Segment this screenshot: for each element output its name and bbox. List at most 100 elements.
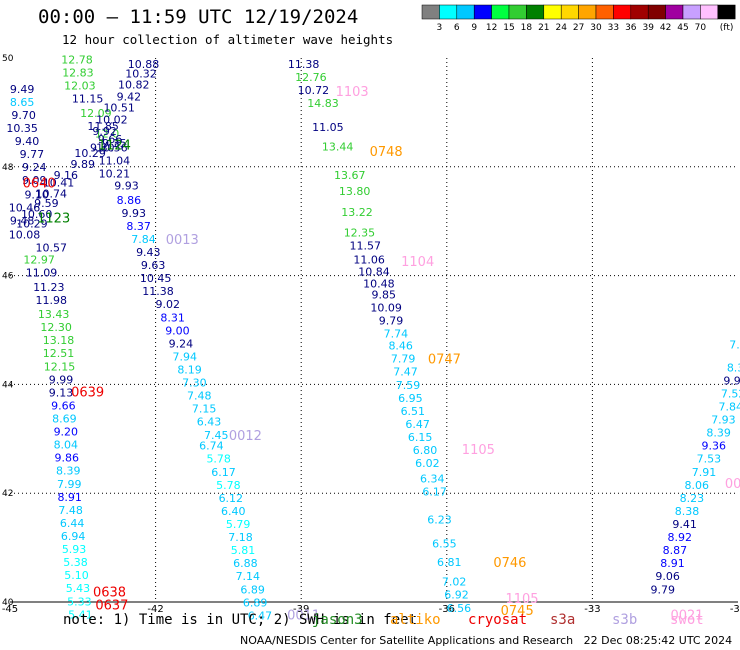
y-tick-label: 42 [2,489,13,499]
wave-height-label: 8.3 [727,361,740,374]
wave-height-label: 5.33 [67,595,92,608]
colorbar-label: 9 [471,23,477,33]
wave-height-label: 7.18 [228,531,253,544]
wave-height-label: 7.99 [57,478,82,491]
colorbar-label: 42 [660,23,671,33]
wave-height-label: 7.74 [384,328,409,341]
colorbar-label: 36 [625,23,637,33]
colorbar-swatch [665,4,684,20]
wave-height-label: 6.94 [61,530,86,543]
wave-height-label: 7.79 [391,353,416,366]
wave-height-label: 7.84 [718,401,740,414]
legend-sat-s3a: s3a [550,612,576,628]
wave-height-label: 13.22 [341,206,373,219]
pass-time-label: 0640 [23,176,56,191]
wave-height-label: 6.15 [408,431,433,444]
wave-height-label: 13.44 [322,140,354,153]
wave-height-label: 10.57 [36,242,68,255]
wave-height-label: 9.99 [49,373,74,386]
colorbar-label: 21 [538,23,549,33]
pass-time-label: 0012 [229,429,262,444]
wave-height-label: 12.97 [23,254,55,267]
x-tick-label: -45 [2,604,18,615]
wave-height-label: 7.91 [692,466,717,479]
wave-height-label: 12.51 [43,347,75,360]
y-tick-label: 50 [2,54,14,64]
colorbar-swatch [630,4,649,20]
wave-height-label: 14.83 [307,97,339,110]
wave-height-label: 11.15 [72,93,104,106]
wave-height-label: 12.03 [64,80,96,93]
wave-height-label: 6.12 [219,492,244,505]
wave-height-label: 6.23 [427,514,452,527]
wave-height-label: 12.0 [95,127,120,140]
wave-height-label: 6.56 [447,602,472,615]
wave-height-label: 9.36 [701,440,726,453]
wave-height-label: 5.10 [64,569,89,582]
wave-height-label: 9.79 [379,315,404,328]
wave-height-label: 9.09 [22,174,47,187]
wave-height-label: 10.84 [358,266,390,279]
wave-height-label: 13.18 [43,334,75,347]
wave-height-label: 9.43 [136,246,161,259]
y-tick-label: 46 [2,272,14,282]
wave-height-label: 13.80 [339,185,371,198]
wave-height-label: 11.06 [353,254,385,267]
wave-height-label: 7.52 [721,387,740,400]
wave-height-label: 11.85 [87,120,119,133]
colorbar-label: 6 [454,23,460,33]
colorbar-swatch [682,4,701,20]
pass-time-label: 00 [725,477,740,492]
wave-height-label: 9.48 [10,214,35,227]
colorbar-label: 30 [590,23,602,33]
wave-height-label: 7.94 [172,350,197,363]
wave-height-label: 6.17 [422,485,447,498]
wave-height-label: 9.86 [55,452,80,465]
colorbar-label: 70 [695,23,707,33]
wave-height-label: 9.96 [723,374,740,387]
wave-height-label: 12.35 [344,226,376,239]
x-tick-label: -30 [730,604,740,615]
wave-height-label: 10.21 [99,168,131,181]
wave-height-label: 8.39 [706,427,731,440]
wave-height-label: 9.66 [51,399,76,412]
wave-height-label: 11.38 [288,58,320,71]
wave-height-label: 5.93 [62,543,87,556]
footnote: note: 1) Time is in UTC; 2) SWH is in fe… [63,612,418,628]
colorbar-swatch [508,4,527,20]
wave-height-label: 6.92 [444,589,469,602]
pass-time-label: 1105 [505,592,538,607]
wave-height-label: 11.57 [350,239,382,252]
wave-height-label: 10.82 [118,78,150,91]
wave-height-label: 8.04 [54,439,79,452]
wave-height-label: 8.46 [388,340,413,353]
wave-height-label: 10.29 [16,218,48,231]
legend-sat-s3b: s3b [612,612,638,628]
colorbar-swatch [647,4,666,20]
wave-height-label: 6.44 [60,517,85,530]
wave-height-label: 10.74 [36,187,68,200]
wave-height-label: 6.17 [211,466,236,479]
chart-subtitle: 12 hour collection of altimeter wave hei… [62,32,394,47]
wave-height-label: 7.48 [187,390,212,403]
wave-height-label: 7.93 [711,414,736,427]
colorbar-swatch [439,4,458,20]
wave-height-label: 6.80 [413,444,438,457]
wave-height-label: 9.06 [655,570,680,583]
wave-height-label: 8.39 [56,465,81,478]
colorbar-swatch [717,4,736,20]
colorbar-label: 12 [486,23,497,33]
x-tick-label: -33 [584,604,600,615]
wave-height-label: 10.56 [96,142,128,155]
wave-height-label: 10.09 [370,302,402,315]
wave-height-label: 9.79 [651,583,676,596]
pass-time-label: 0021 [670,608,703,623]
pass-time-label: 0011 [287,608,320,623]
x-tick-label: -39 [293,604,309,615]
colorbar-unit: (ft) [720,23,734,33]
wave-height-label: 8.91 [57,491,82,504]
wave-height-label: 5.38 [63,556,88,569]
pass-time-label: 1104 [401,255,434,270]
wave-height-label: 8.38 [675,505,700,518]
colorbar-swatch [700,4,719,20]
